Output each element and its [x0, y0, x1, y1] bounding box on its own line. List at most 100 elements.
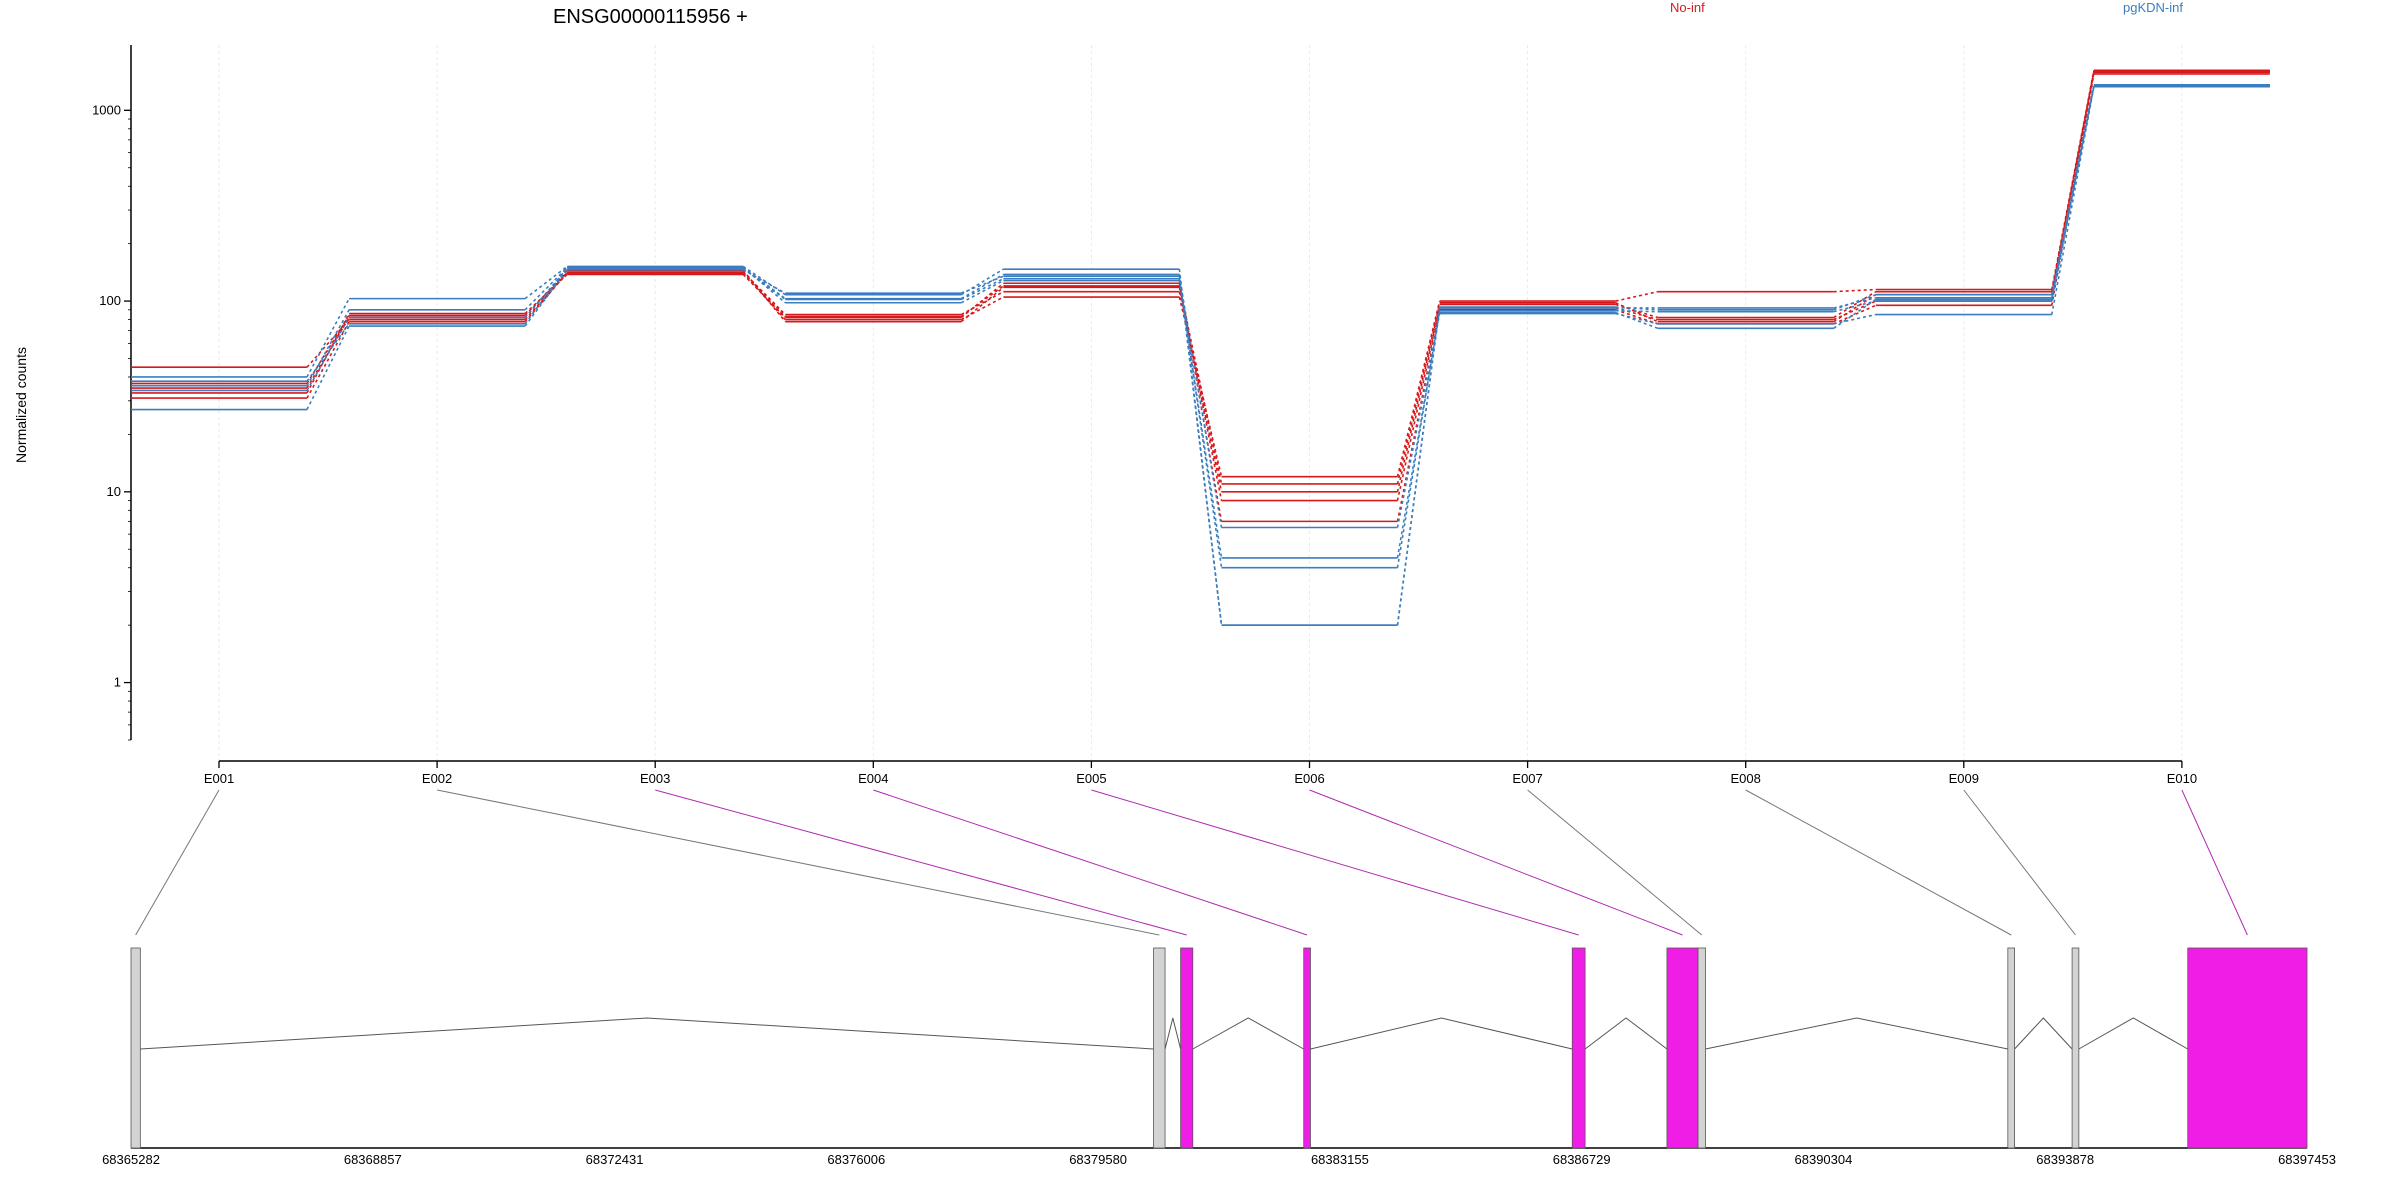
- series-connector: [960, 279, 1004, 304]
- series-connector: [1615, 311, 1658, 330]
- series-connector: [1833, 304, 1877, 325]
- gene-model: 68365282 68368857 68372431 68376006 68379580…: [102, 947, 2336, 1167]
- x-tick-label-E010: E010: [2167, 771, 2197, 786]
- series-connector: [1615, 309, 1658, 325]
- y-tick-label: 1: [114, 675, 121, 690]
- legend-no-inf: No-inf: [1670, 0, 1705, 15]
- series-pgKDN-inf-7: [131, 84, 2270, 569]
- series-connector: [524, 265, 568, 300]
- series-connector: [742, 271, 786, 316]
- exon-box-E007: [1697, 947, 1706, 1149]
- coordinate-label: 68372431: [586, 1152, 644, 1167]
- series-connector: [306, 319, 350, 368]
- series-connector: [1833, 298, 1877, 329]
- exon-connector-E007: [1527, 789, 1703, 936]
- x-tick-label-E005: E005: [1076, 771, 1106, 786]
- series-connector: [306, 317, 350, 389]
- coordinate-label: 68390304: [1795, 1152, 1853, 1167]
- legend-pgkdn-inf: pgKDN-inf: [2123, 0, 2183, 15]
- series-connector: [1178, 285, 1223, 485]
- series-connector: [1833, 297, 1876, 309]
- exon-connector-E006: [1309, 789, 1683, 936]
- series-connector: [1178, 280, 1223, 559]
- intron-line: [1192, 1017, 1304, 1050]
- series-connector: [742, 272, 786, 318]
- series-connector: [960, 286, 1004, 323]
- exon-connector-E009: [1963, 789, 2076, 936]
- coordinate-label: 68397453: [2278, 1152, 2336, 1167]
- intron-line: [2014, 1017, 2073, 1050]
- series-pgKDN-inf-9: [131, 85, 2270, 559]
- series-connector: [1833, 291, 1877, 319]
- y-tick-label: 1000: [92, 102, 121, 117]
- series-connector: [1396, 307, 1441, 501]
- series-No-inf-0: [131, 69, 2270, 478]
- exon-box-E008: [2007, 947, 2015, 1149]
- coordinate-label: 68379580: [1069, 1152, 1127, 1167]
- series-connector: [1833, 294, 1877, 323]
- series-pgKDN-inf-6: [131, 85, 2270, 626]
- exon-box-E002: [1153, 947, 1166, 1149]
- coordinate-label: 68365282: [102, 1152, 160, 1167]
- x-tick-label-E008: E008: [1731, 771, 1761, 786]
- exon-connector-E004: [873, 789, 1308, 936]
- y-axis-label: Normalized counts: [13, 347, 29, 463]
- x-tick-label-E002: E002: [422, 771, 452, 786]
- series-connector: [960, 273, 1004, 300]
- exon-box-E006: [1666, 947, 1699, 1149]
- series-connector: [524, 266, 568, 311]
- y-tick-label: 100: [99, 293, 121, 308]
- series-connector: [1396, 309, 1441, 522]
- series-connector: [742, 273, 786, 319]
- intron-line: [1310, 1017, 1573, 1050]
- intron-line: [140, 1017, 1154, 1050]
- y-tick-label: 10: [107, 484, 121, 499]
- exon-connector-E003: [655, 789, 1187, 936]
- exon-connector-E002: [437, 789, 1160, 936]
- series-No-inf-2: [131, 71, 2270, 502]
- series-connector: [1833, 300, 1876, 313]
- series-connector: [960, 285, 1004, 318]
- intron-line: [2078, 1017, 2189, 1050]
- series-connector: [1833, 288, 1876, 293]
- series-connector: [2051, 86, 2095, 315]
- chart-title: ENSG00000115956 +: [553, 6, 748, 28]
- series-connector: [306, 317, 350, 391]
- exon-box-E009: [2071, 947, 2080, 1149]
- series-connector: [2051, 85, 2095, 300]
- series-connector: [1178, 291, 1223, 492]
- series-connector: [306, 321, 350, 399]
- exon-connector-E001: [135, 789, 220, 936]
- x-tick-label-E003: E003: [640, 771, 670, 786]
- x-tick-label-E001: E001: [204, 771, 234, 786]
- x-tick-label-E006: E006: [1294, 771, 1324, 786]
- exon-box-E004: [1303, 947, 1311, 1149]
- series-connector: [306, 309, 350, 387]
- x-tick-label-E009: E009: [1949, 771, 1979, 786]
- coordinate-label: 68383155: [1311, 1152, 1369, 1167]
- series-connector: [524, 272, 568, 323]
- series-connector: [1396, 304, 1441, 492]
- series-connector: [1396, 307, 1441, 626]
- coordinate-label: 68368857: [344, 1152, 402, 1167]
- x-tick-label-E007: E007: [1512, 771, 1542, 786]
- series-connector: [742, 269, 786, 294]
- series-connector: [1178, 276, 1223, 528]
- exon-connector-E005: [1091, 789, 1579, 936]
- series-pgKDN-inf-8: [131, 85, 2270, 529]
- coordinate-label: 68386729: [1553, 1152, 1611, 1167]
- series-connector: [306, 298, 350, 378]
- series-connector: [742, 269, 786, 323]
- coordinate-label: 68393878: [2036, 1152, 2094, 1167]
- series-connector: [961, 275, 1004, 294]
- series-connector: [1615, 290, 1658, 302]
- series-connector: [2051, 70, 2095, 290]
- x-axis: E001 E002 E003 E004 E005 E006 E007 E008 E009 E010: [204, 760, 2197, 786]
- gridlines: [218, 45, 2183, 760]
- coordinate-label: 68376006: [827, 1152, 885, 1167]
- series-connector: [960, 296, 1004, 321]
- series-connector: [524, 268, 568, 319]
- exon-connectors: [135, 789, 2248, 936]
- series-connector: [1178, 274, 1223, 626]
